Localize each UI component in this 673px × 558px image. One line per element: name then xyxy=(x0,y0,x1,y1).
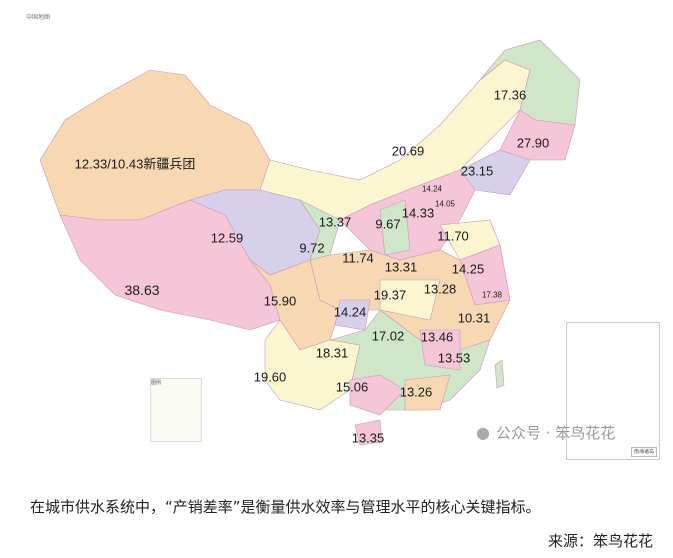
value-label-jilin: 27.90 xyxy=(516,135,550,151)
value-label-fujian: 13.53 xyxy=(437,350,471,366)
value-label-hubei: 19.37 xyxy=(373,287,407,303)
value-label-gansu: 9.72 xyxy=(299,240,325,256)
value-label-chongqing: 14.24 xyxy=(333,304,367,320)
value-label-guangdong: 13.26 xyxy=(399,384,433,400)
value-label-shanxi: 9.67 xyxy=(375,216,401,232)
value-label-liaoning: 23.15 xyxy=(460,163,494,179)
region-guangxi xyxy=(349,374,406,416)
value-label-heilongjiang: 17.36 xyxy=(493,87,527,103)
wechat-icon: ● xyxy=(476,423,490,442)
value-label-qinghai: 12.59 xyxy=(210,230,244,246)
source: 来源：笨鸟花花 xyxy=(547,532,653,550)
value-label-guizhou: 18.31 xyxy=(315,345,349,361)
caption: 在城市供水系统中，“产销差率”是衡量供水效率与管理水平的核心关键指标。 xyxy=(30,498,541,516)
region-guangdong xyxy=(404,374,451,411)
region-taiwan xyxy=(494,359,505,389)
value-label-xinjiang: 12.33/10.43新疆兵团 xyxy=(74,156,196,172)
value-label-shandong: 11.70 xyxy=(437,228,469,244)
watermark-text: 公众号 · 笨鸟花花 xyxy=(495,424,616,442)
value-label-hebei: 14.33 xyxy=(401,205,435,221)
value-label-anhui: 13.28 xyxy=(423,281,457,297)
value-label-zhejiang: 10.31 xyxy=(457,310,491,326)
region-jiangsu xyxy=(459,244,511,306)
value-label-yunnan: 19.60 xyxy=(253,369,287,385)
region-yunnan xyxy=(264,319,361,411)
value-label-jiangxi: 13.46 xyxy=(420,329,454,345)
map-shapes xyxy=(39,39,581,446)
watermark: ● 公众号 · 笨鸟花花 xyxy=(476,422,615,443)
china-map: 南海诸岛 图例 xyxy=(20,10,665,465)
value-label-tianjin: 14.05 xyxy=(434,199,456,209)
map-title: 中国地图 xyxy=(26,14,51,21)
value-label-shanghai: 17.38 xyxy=(481,290,503,300)
region-jiangxi xyxy=(419,329,461,371)
region-hainan xyxy=(354,419,383,446)
value-label-hunan: 17.02 xyxy=(371,328,405,344)
inset-label: 南海诸岛 xyxy=(630,447,657,457)
value-label-inner-mongolia: 20.69 xyxy=(391,143,425,159)
value-label-ningxia: 13.37 xyxy=(318,214,352,230)
value-label-shaanxi: 11.74 xyxy=(342,250,374,266)
value-label-beijing: 14.24 xyxy=(421,184,443,194)
value-label-tibet: 38.63 xyxy=(124,282,160,298)
value-label-sichuan: 15.90 xyxy=(263,293,297,309)
region-shanxi xyxy=(379,199,411,256)
value-label-jiangsu: 14.25 xyxy=(451,261,485,277)
value-label-hainan: 13.35 xyxy=(351,430,385,446)
value-label-guangxi: 15.06 xyxy=(335,379,369,395)
legend-title: 图例 xyxy=(151,380,162,386)
map-legend: 图例 xyxy=(150,378,202,442)
region-hubei xyxy=(379,279,441,321)
value-label-henan: 13.31 xyxy=(384,259,418,275)
south-china-sea-inset: 南海诸岛 xyxy=(566,322,660,460)
